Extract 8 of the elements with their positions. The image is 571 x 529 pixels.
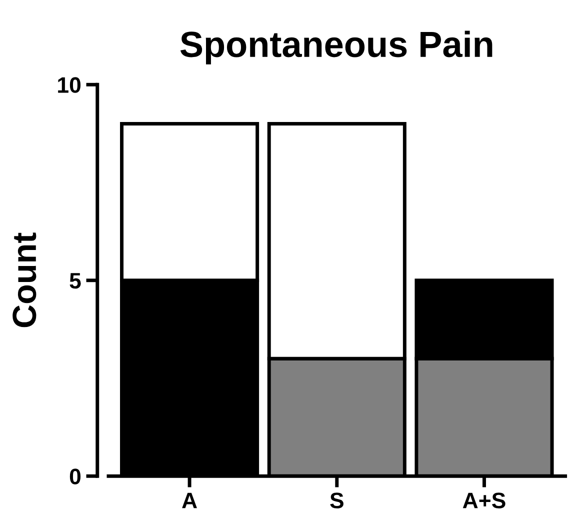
chart-title: Spontaneous Pain (180, 30, 492, 64)
x-tick-label: A (182, 492, 197, 508)
y-tick-label: 5 (70, 273, 81, 289)
y-axis-title: Count (12, 232, 36, 328)
x-tick-label: A+S (462, 492, 506, 508)
y-tick-label: 10 (58, 77, 80, 93)
y-tick-label: 0 (70, 468, 80, 484)
x-tick-label: S (330, 492, 344, 508)
